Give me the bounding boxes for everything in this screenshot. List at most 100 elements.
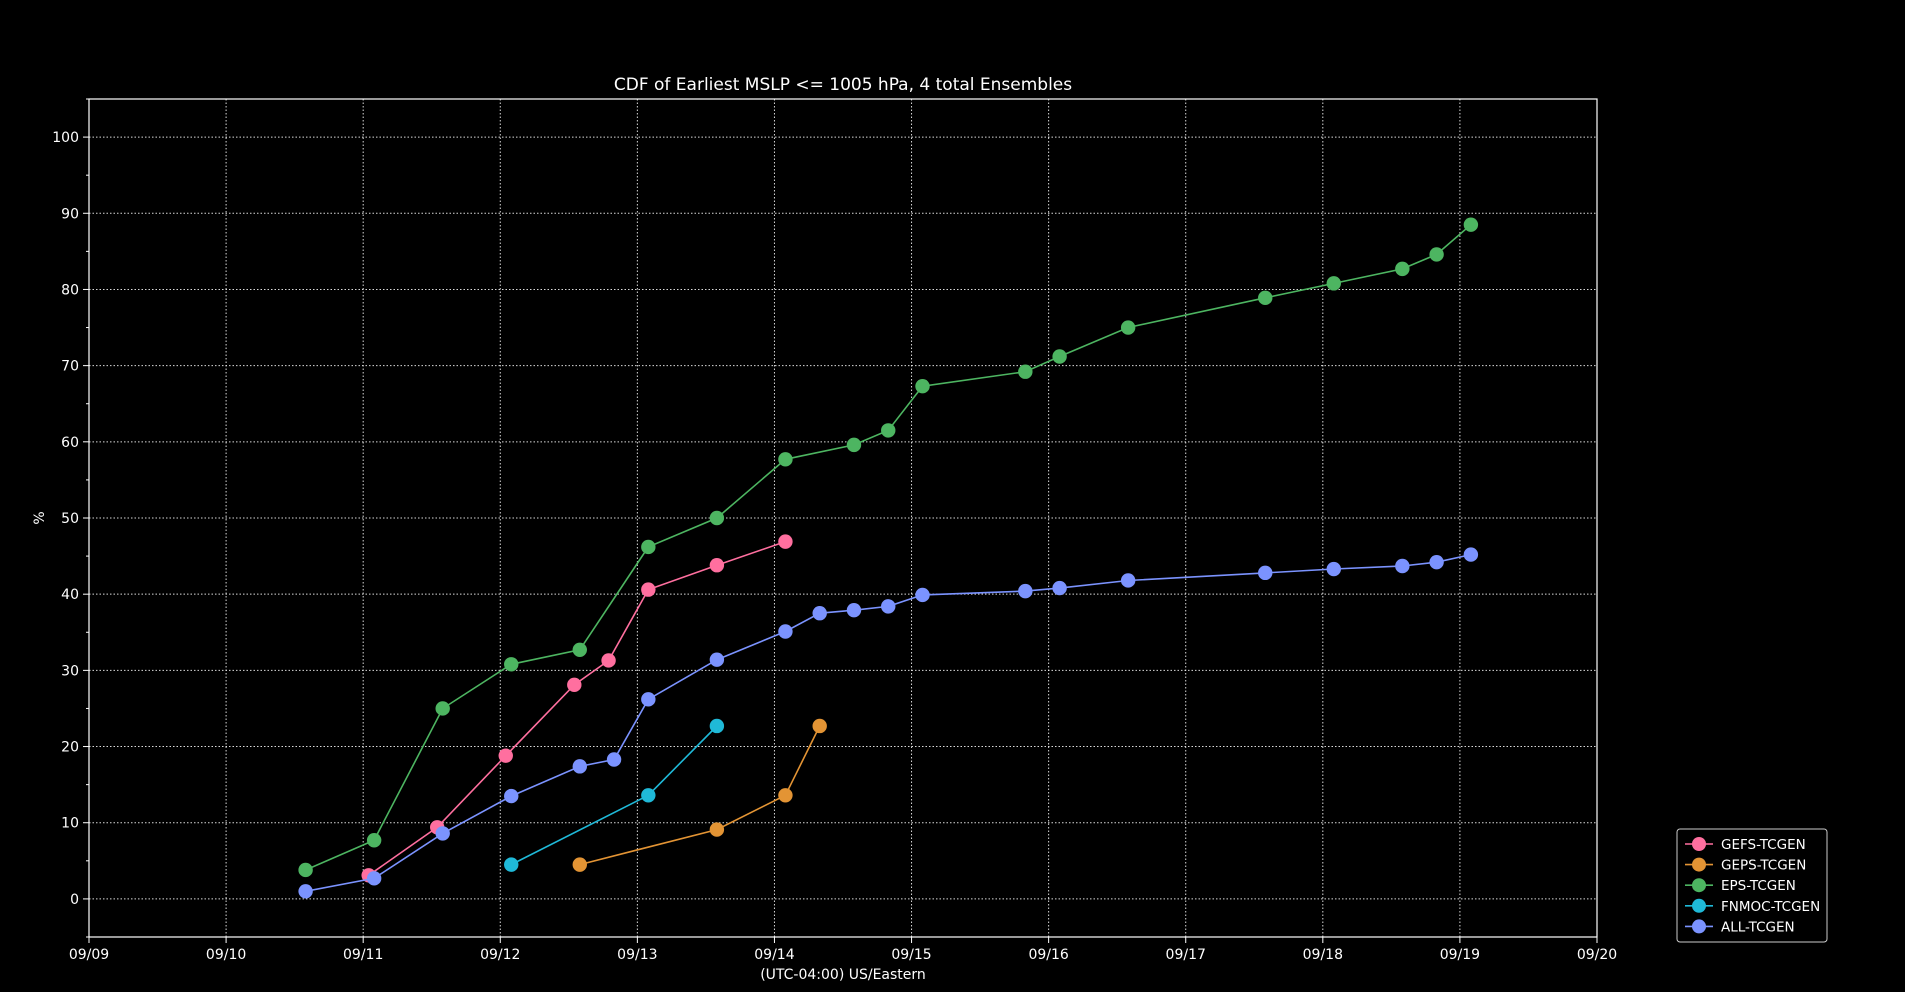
- x-tick-label: 09/15: [891, 947, 931, 963]
- data-point: [709, 652, 725, 667]
- data-point: [846, 437, 862, 453]
- data-point: [1052, 349, 1067, 364]
- y-tick-label: 60: [61, 435, 79, 451]
- series-all-tcgen: [298, 547, 1479, 899]
- data-point: [641, 539, 656, 555]
- data-point: [366, 833, 382, 848]
- data-point: [1395, 261, 1410, 277]
- y-tick-label: 0: [70, 892, 79, 908]
- y-tick-label: 40: [61, 587, 79, 603]
- data-point: [567, 677, 582, 693]
- data-point: [812, 606, 827, 621]
- y-tick-label: 100: [52, 130, 79, 146]
- series-layer: [298, 217, 1479, 899]
- legend-marker: [1692, 898, 1706, 913]
- legend-marker: [1692, 837, 1706, 851]
- data-point: [778, 788, 793, 803]
- legend-item: EPS-TCGEN: [1685, 878, 1796, 894]
- y-tick-label: 80: [61, 282, 79, 298]
- y-tick-label: 90: [61, 206, 79, 222]
- y-tick-label: 70: [61, 359, 79, 375]
- x-tick-label: 09/18: [1303, 947, 1343, 963]
- data-point: [1395, 558, 1410, 574]
- legend-label: ALL-TCGEN: [1721, 919, 1795, 935]
- data-point: [1463, 547, 1479, 562]
- data-point: [366, 871, 382, 886]
- data-point: [1463, 217, 1479, 232]
- data-point: [435, 701, 450, 716]
- x-tick-label: 09/09: [69, 947, 109, 963]
- data-point: [572, 642, 587, 657]
- data-point: [572, 759, 587, 774]
- legend-item: GEPS-TCGEN: [1685, 857, 1806, 874]
- y-tick-label: 50: [61, 511, 79, 527]
- x-tick-label: 09/11: [343, 947, 383, 963]
- legend-label: GEFS-TCGEN: [1721, 837, 1806, 853]
- y-tick-label: 20: [61, 740, 79, 756]
- data-point: [298, 884, 313, 899]
- data-point: [504, 857, 519, 872]
- legend-label: FNMOC-TCGEN: [1721, 899, 1820, 915]
- data-point: [709, 558, 725, 573]
- data-point: [881, 423, 896, 438]
- data-point: [498, 748, 513, 763]
- data-point: [504, 657, 519, 672]
- x-tick-label: 09/19: [1440, 947, 1480, 963]
- data-point: [915, 379, 930, 394]
- legend-box: [1676, 828, 1828, 943]
- data-point: [601, 653, 616, 668]
- data-point: [709, 718, 725, 734]
- series-geps-tcgen: [572, 718, 827, 872]
- x-tick-label: 09/12: [480, 947, 520, 963]
- legend-marker: [1692, 919, 1706, 934]
- legend-marker: [1692, 878, 1706, 893]
- data-point: [1429, 554, 1444, 570]
- series-line: [368, 540, 786, 876]
- x-tick-label: 09/10: [206, 947, 246, 963]
- data-point: [881, 599, 896, 614]
- legend: GEFS-TCGEN GEPS-TCGEN EPS-TCGEN FNMOC-TCGEN…: [1676, 828, 1828, 943]
- legend-marker: [1692, 857, 1706, 872]
- data-point: [1120, 573, 1136, 588]
- data-point: [812, 718, 827, 734]
- data-point: [709, 510, 725, 526]
- x-tick-label: 09/13: [617, 947, 657, 963]
- data-point: [298, 862, 313, 878]
- data-point: [641, 692, 656, 707]
- x-tick-label: 09/17: [1166, 947, 1206, 963]
- data-point: [1052, 580, 1067, 596]
- data-point: [1120, 320, 1136, 335]
- axis-ticks: 09/09 09/10 09/11 09/12 09/13 09/14 09/15 09/16…: [52, 98, 1617, 963]
- data-point: [1326, 276, 1341, 291]
- legend-item: ALL-TCGEN: [1685, 919, 1795, 935]
- data-point: [1018, 364, 1033, 379]
- series-gefs-tcgen: [361, 534, 793, 883]
- x-tick-label: 09/20: [1577, 947, 1617, 963]
- data-point: [1326, 561, 1341, 577]
- data-point: [606, 752, 622, 767]
- data-point: [641, 582, 656, 597]
- x-tick-label: 09/16: [1028, 947, 1068, 963]
- data-point: [915, 587, 930, 603]
- y-tick-label: 10: [61, 816, 79, 832]
- data-point: [1258, 565, 1273, 581]
- data-point: [778, 452, 793, 467]
- series-eps-tcgen: [298, 217, 1479, 878]
- legend-label: GEPS-TCGEN: [1721, 858, 1806, 874]
- data-point: [1429, 247, 1444, 262]
- data-point: [572, 857, 587, 872]
- data-point: [778, 624, 793, 639]
- legend-label: EPS-TCGEN: [1721, 878, 1796, 894]
- data-point: [1258, 290, 1273, 306]
- y-axis-label: %: [32, 511, 48, 524]
- x-axis-label: (UTC-04:00) US/Eastern: [760, 967, 926, 983]
- data-point: [1018, 583, 1033, 599]
- legend-item: FNMOC-TCGEN: [1685, 898, 1820, 915]
- y-tick-label: 30: [61, 663, 79, 679]
- grid: [89, 99, 1597, 937]
- legend-item: GEFS-TCGEN: [1685, 837, 1806, 853]
- series-fnmoc-tcgen: [504, 718, 725, 872]
- data-point: [846, 602, 862, 618]
